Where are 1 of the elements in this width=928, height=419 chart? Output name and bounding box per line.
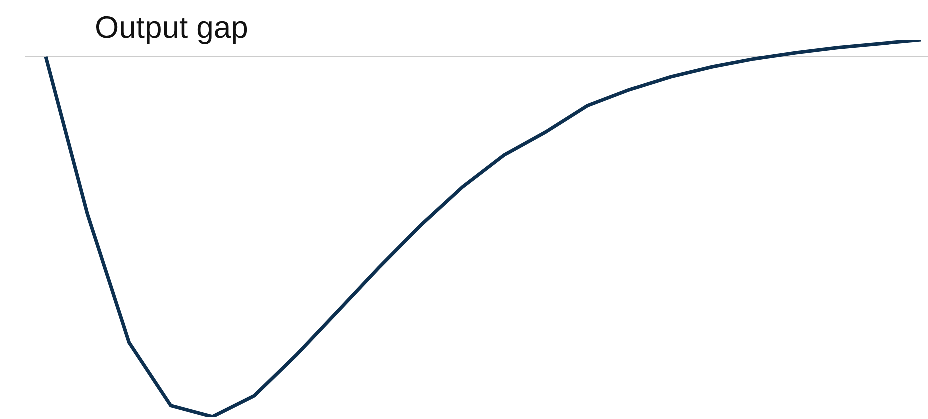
chart-title: Output gap — [95, 10, 248, 46]
